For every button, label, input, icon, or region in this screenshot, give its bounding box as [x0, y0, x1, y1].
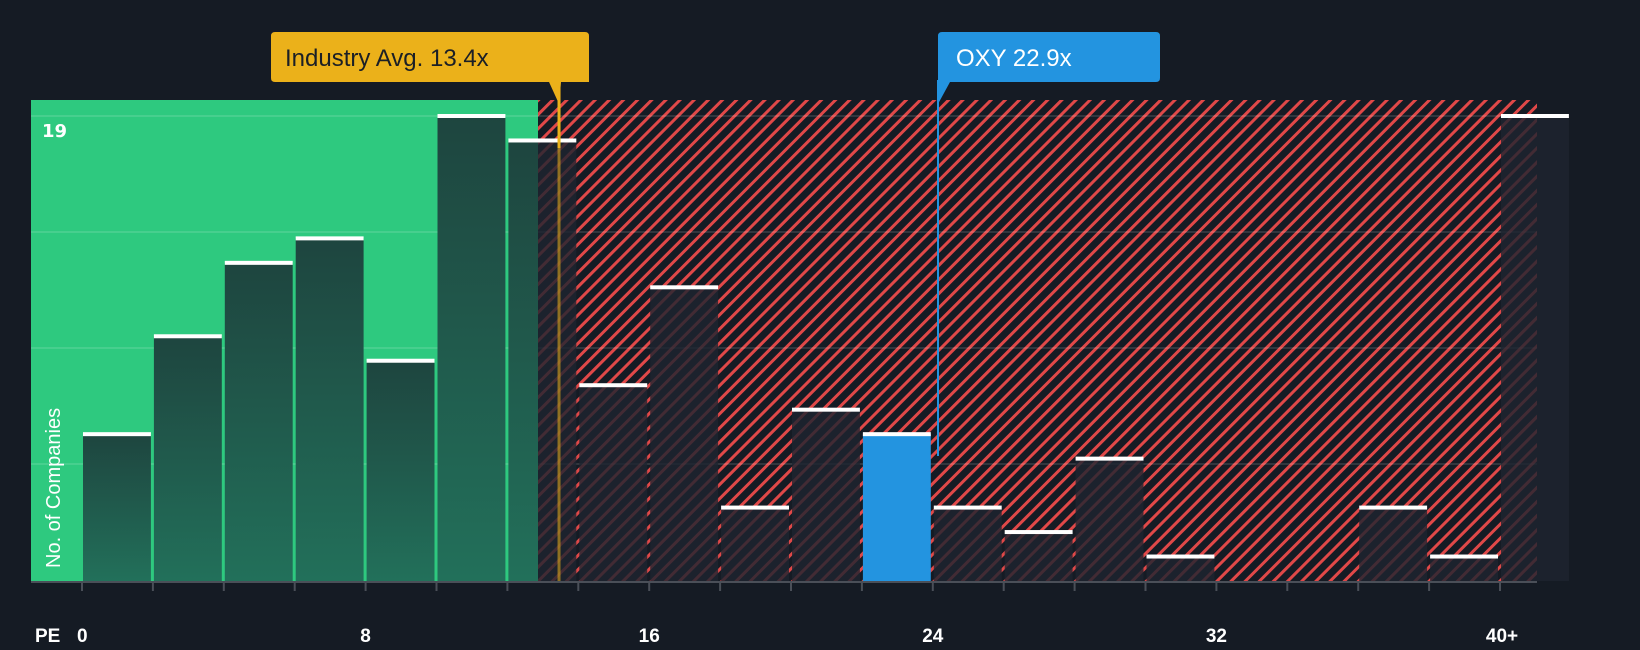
- bar-cap: [650, 285, 719, 290]
- bar: [508, 138, 577, 581]
- bar: [437, 114, 506, 581]
- tick-label: 24: [922, 626, 944, 647]
- industry-average-label: Industry Avg. 13.4x: [285, 45, 489, 72]
- bar-cap: [721, 505, 789, 510]
- bar: [83, 432, 151, 581]
- bar-cap: [1146, 554, 1215, 559]
- bar: [933, 505, 1002, 581]
- bar-cap: [792, 407, 860, 412]
- company-annotation: OXY 22.9x: [937, 32, 1160, 456]
- y-axis-label: No. of Companies: [43, 408, 65, 568]
- bar-cap: [366, 358, 435, 363]
- tick-label: 16: [639, 626, 660, 647]
- tick-label: 32: [1206, 626, 1227, 647]
- bar: [295, 236, 364, 582]
- bar-cap: [1430, 554, 1498, 559]
- industry-average-annotation: Industry Avg. 13.4x: [271, 32, 589, 581]
- tick-label: 40+: [1486, 626, 1518, 647]
- bar-cap: [295, 236, 364, 241]
- bar-cap: [224, 260, 293, 265]
- bar-cap: [83, 432, 151, 437]
- bar-cap: [1501, 114, 1569, 118]
- bar: [366, 358, 435, 581]
- bar-cap: [1075, 456, 1144, 461]
- bar: [650, 285, 719, 581]
- bar-cap: [1359, 505, 1428, 510]
- bar: [1501, 114, 1569, 581]
- bar: [224, 260, 293, 581]
- bar-cap: [579, 383, 648, 388]
- bar-cap: [508, 138, 577, 143]
- bar: [1075, 456, 1144, 581]
- bar: [721, 505, 789, 581]
- bars: [83, 114, 1569, 582]
- bar: [792, 407, 860, 581]
- bar: [1430, 554, 1498, 581]
- y-max-label: 19: [42, 121, 67, 142]
- bar: [1004, 530, 1073, 581]
- tick-label: 8: [360, 626, 371, 647]
- bar-cap: [1004, 530, 1073, 535]
- bar: [1359, 505, 1428, 581]
- bar: [579, 383, 648, 581]
- company-label: OXY 22.9x: [956, 45, 1072, 72]
- bar-cap: [862, 432, 931, 437]
- bar: [1146, 554, 1215, 581]
- bar: [153, 334, 222, 581]
- bar-cap: [153, 334, 222, 339]
- bar-cap: [437, 114, 506, 118]
- x-axis-label: PE: [35, 626, 60, 647]
- x-axis: PE 0 8 16 24 32 40+: [31, 581, 1537, 647]
- bar-cap: [933, 505, 1002, 510]
- tick-label: 0: [77, 626, 88, 647]
- bar: [862, 432, 931, 581]
